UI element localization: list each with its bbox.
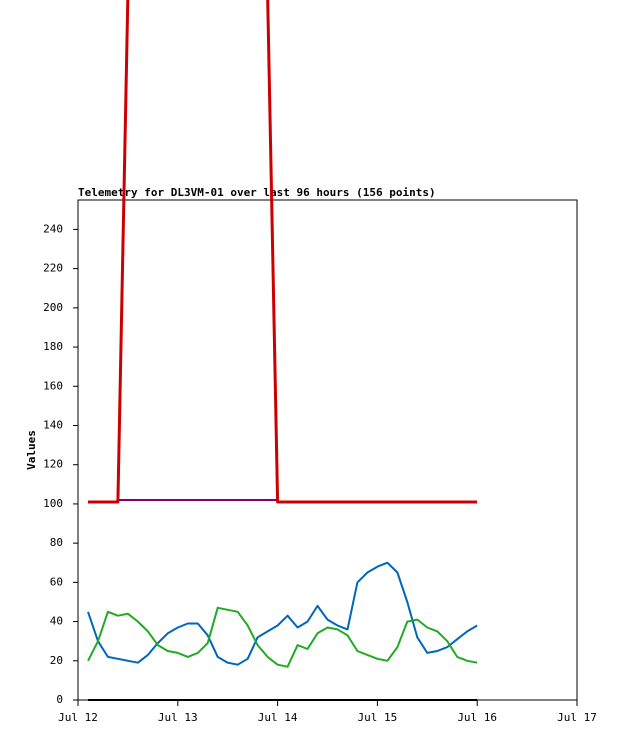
x-tick-label: Jul 15 — [358, 711, 398, 724]
x-tick-label: Jul 17 — [557, 711, 597, 724]
chart-title: Telemetry for DL3VM-01 over last 96 hour… — [78, 186, 436, 199]
y-tick-label: 180 — [43, 340, 63, 353]
y-tick-label: 140 — [43, 418, 63, 431]
x-tick-label: Jul 16 — [457, 711, 497, 724]
y-tick-label: 200 — [43, 301, 63, 314]
y-tick-label: 40 — [50, 615, 63, 628]
y-tick-label: 120 — [43, 458, 63, 471]
y-tick-label: 220 — [43, 262, 63, 275]
y-tick-label: 20 — [50, 654, 63, 667]
y-tick-label: 160 — [43, 379, 63, 392]
y-tick-label: 240 — [43, 222, 63, 235]
series-line — [87, 606, 478, 668]
y-tick-label: 80 — [50, 536, 63, 549]
series-line — [88, 0, 478, 504]
y-tick-label: 60 — [50, 575, 63, 588]
y-tick-label: 100 — [43, 497, 63, 510]
plot-frame — [77, 199, 578, 701]
x-tick-label: Jul 14 — [258, 711, 298, 724]
y-axis-label: Values — [25, 430, 38, 470]
y-tick-label: 0 — [56, 693, 63, 706]
x-tick-label: Jul 12 — [58, 711, 98, 724]
series-line — [87, 561, 478, 666]
x-tick-label: Jul 13 — [158, 711, 198, 724]
